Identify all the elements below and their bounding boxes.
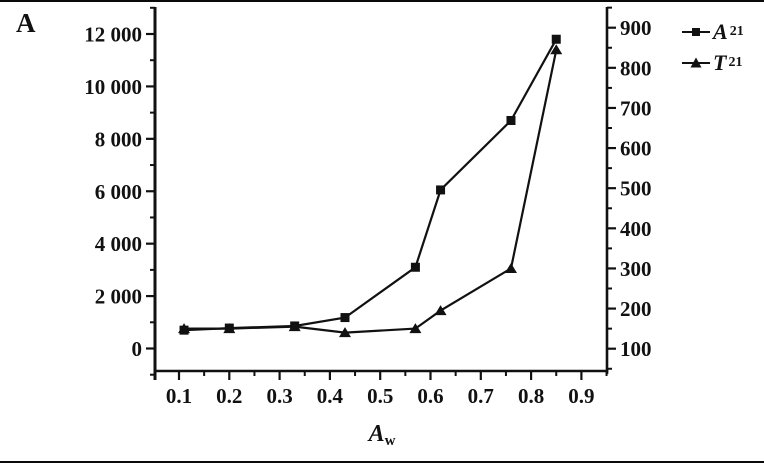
legend-entry-a21: A 21 (681, 21, 744, 43)
square-marker-icon (682, 28, 710, 36)
legend-label-t21: T (713, 50, 727, 75)
left-axis-tick-label: 2 000 (95, 285, 142, 309)
right-axis-tick-label: 100 (620, 337, 652, 361)
t21-data-point-triangle (338, 327, 351, 338)
x-axis-tick-label: 0.5 (367, 384, 393, 408)
legend: A 21 T 21 (681, 21, 744, 74)
left-axis-tick-label: 8 000 (95, 127, 142, 151)
a21-data-point-square (410, 262, 420, 272)
right-axis-tick-label: 200 (620, 297, 652, 321)
t21-data-point-triangle (178, 323, 191, 334)
left-axis-tick-label: 12 000 (84, 23, 142, 47)
x-axis-tick-label: 0.4 (317, 384, 344, 408)
x-axis-tick-label: 0.8 (518, 384, 544, 408)
t21-series-line (184, 49, 558, 334)
a21-data-point-square (506, 115, 516, 125)
a21-series-line (183, 38, 558, 332)
x-axis-ticks: 0.1 0.2 0.3 0.4 0.5 0.6 0.7 0.8 0.9 (166, 371, 608, 408)
t21-data-point-triangle (288, 321, 301, 332)
right-axis-tick-label: 900 (620, 16, 652, 40)
t21-data-point-triangle (504, 262, 517, 273)
triangle-marker-icon (682, 57, 710, 68)
x-axis-title: Aw (0, 421, 764, 450)
left-axis-ticks: 0 2 000 4 000 6 000 8 000 10 000 12 000 (84, 6, 155, 376)
right-axis-tick-label: 700 (620, 96, 652, 120)
left-axis-tick-label: 10 000 (84, 75, 142, 99)
left-axis-tick-label: 4 000 (95, 232, 142, 256)
right-axis-tick-label: 300 (620, 257, 652, 281)
right-axis-tick-label: 500 (620, 177, 652, 201)
left-axis-tick-label: 6 000 (95, 180, 142, 204)
legend-label-a21: A (713, 19, 728, 44)
legend-entry-t21: T 21 (681, 52, 744, 74)
legend-label-t21-subscript: 21 (728, 55, 743, 70)
t21-data-point-triangle (550, 44, 563, 55)
t21-data-point-triangle (409, 323, 422, 334)
right-axis-tick-label: 400 (620, 217, 652, 241)
right-axis-tick-label: 800 (620, 56, 652, 80)
a21-data-point-square (551, 34, 561, 44)
right-axis-tick-label: 600 (620, 137, 652, 161)
legend-label-a21-subscript: 21 (729, 24, 744, 39)
x-axis-tick-label: 0.1 (166, 384, 192, 408)
a21-data-point-square (340, 313, 350, 323)
a21-series (179, 34, 561, 335)
right-axis-ticks: 100 200 300 400 500 600 700 800 900 (607, 6, 652, 370)
panel-label: A (16, 8, 36, 38)
x-axis-tick-label: 0.3 (266, 384, 292, 408)
t21-data-point-triangle (434, 305, 447, 316)
t21-data-point-triangle (223, 323, 236, 334)
x-axis-tick-label: 0.2 (216, 384, 242, 408)
x-axis-tick-label: 0.9 (568, 384, 594, 408)
axes (153, 7, 609, 380)
left-axis-tick-label: 0 (132, 337, 143, 361)
x-axis-tick-label: 0.7 (468, 384, 494, 408)
x-axis-title-subscript: w (384, 433, 396, 450)
t21-series (178, 44, 563, 338)
x-axis-title-main: A (368, 421, 385, 447)
a21-data-point-square (436, 185, 446, 195)
x-axis-tick-label: 0.6 (417, 384, 443, 408)
